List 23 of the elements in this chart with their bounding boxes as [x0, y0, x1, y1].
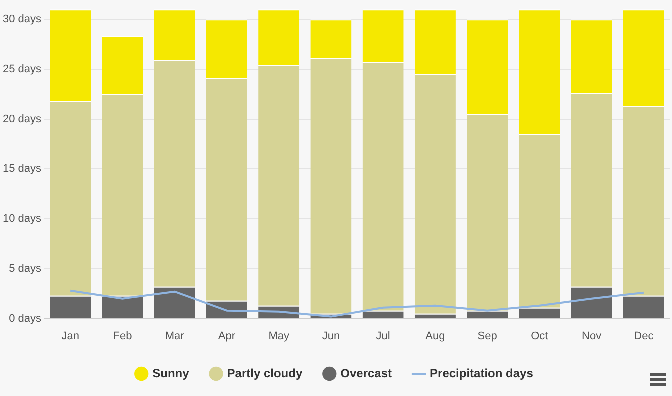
y-tick-label: 5 days	[9, 262, 42, 275]
y-tick-label: 20 days	[2, 113, 42, 126]
x-tick-label: Jan	[62, 330, 80, 342]
legend-label: Overcast	[340, 366, 392, 380]
y-tick-label: 30 days	[2, 14, 42, 26]
legend-label: Partly cloudy	[227, 366, 303, 380]
x-tick-label: May	[268, 330, 290, 342]
x-tick-label: Mar	[165, 330, 185, 342]
y-tick-label: 10 days	[2, 213, 42, 226]
x-tick-label: Oct	[531, 330, 548, 342]
x-tick-label: Dec	[634, 330, 654, 342]
x-tick-label: Sep	[478, 330, 498, 342]
legend-label: Sunny	[152, 366, 190, 380]
x-tick-label: Feb	[113, 330, 132, 342]
x-tick-label: Aug	[426, 330, 446, 342]
legend-label: Precipitation days	[430, 366, 534, 380]
x-tick-label: Nov	[582, 330, 602, 342]
x-tick-label: Jul	[376, 330, 390, 342]
y-tick-label: 25 days	[2, 63, 42, 76]
x-tick-label: Jun	[322, 330, 340, 342]
x-tick-label: Apr	[218, 330, 236, 342]
y-tick-label: 0 days	[9, 312, 42, 325]
y-tick-label: 15 days	[2, 163, 42, 176]
